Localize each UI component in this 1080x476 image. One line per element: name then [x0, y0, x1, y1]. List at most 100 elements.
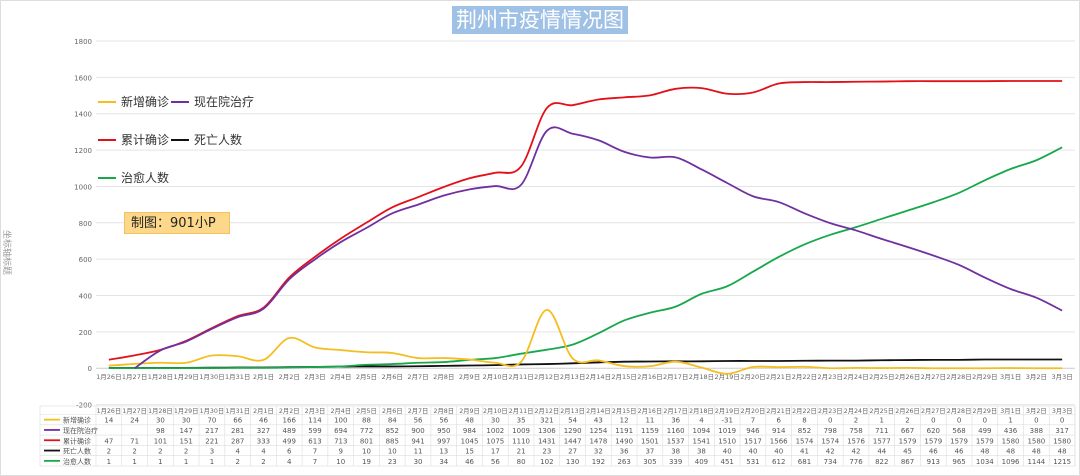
table-cell: 1579	[924, 437, 942, 445]
table-row: 治愈人数 1 1 1 1 1 2 2 4 7 10 19 23 30 34 46 56 80 102 130 192 26…	[44, 457, 1071, 466]
table-cell: 13	[439, 448, 448, 456]
table-cell: 56	[491, 458, 500, 466]
table-cell: 54	[568, 417, 577, 425]
table-header-cell: 2月20日	[741, 407, 766, 415]
x-tick-label: 2月29日	[972, 373, 997, 381]
table-cell: 984	[463, 427, 477, 435]
table-cell: 776	[849, 458, 863, 466]
table-header-cell: 2月9日	[459, 407, 480, 415]
table-cell: 32	[594, 448, 603, 456]
table-cell: 0	[931, 417, 935, 425]
table-cell: 852	[386, 427, 399, 435]
table-cell: 4	[235, 448, 240, 456]
table-cell: 333	[257, 437, 270, 445]
table-header-cell: 1月26日	[97, 407, 122, 415]
table-cell: 98	[156, 427, 165, 435]
table-cell: 801	[360, 437, 373, 445]
table-cell: 48	[1058, 448, 1067, 456]
table-header-cell: 2月15日	[612, 407, 637, 415]
table-cell: 913	[927, 458, 940, 466]
table-cell: 852	[798, 427, 811, 435]
table-cell: 30	[414, 458, 423, 466]
x-tick-label: 2月17日	[663, 373, 688, 381]
x-tick-label: 2月12日	[534, 373, 559, 381]
table-series-name: 死亡人数	[63, 447, 91, 456]
table-row: 死亡人数 2 2 2 2 3 4 4 6 7 9 10 10 11 13 15 17 21 23 27 32 36 37 38…	[44, 447, 1067, 456]
table-series-name: 新增确诊	[63, 416, 91, 425]
x-tick-label: 2月4日	[330, 373, 351, 381]
table-header-cell: 2月26日	[895, 407, 920, 415]
table-cell: 451	[721, 458, 734, 466]
table-cell: 10	[362, 448, 371, 456]
table-cell: 327	[257, 427, 270, 435]
y-tick-label: 0	[88, 365, 92, 373]
table-cell: 40	[748, 448, 757, 456]
table-cell: 4	[699, 417, 704, 425]
table-cell: 758	[849, 427, 862, 435]
table-cell: 0	[957, 417, 961, 425]
table-cell: 1579	[899, 437, 917, 445]
table-cell: 88	[362, 417, 371, 425]
table-cell: 946	[746, 427, 760, 435]
table-cell: 46	[465, 458, 474, 466]
table-header-cell: 2月19日	[715, 407, 740, 415]
table-cell: 114	[308, 417, 322, 425]
table-row: 新增确诊 14 24 30 30 70 66 46 166 114 100 88 84 56 56 48 30 3…	[44, 416, 1064, 425]
table-cell: 1478	[589, 437, 607, 445]
table-cell: 321	[540, 417, 553, 425]
table-cell: 130	[566, 458, 579, 466]
y-tick-label: 1800	[74, 38, 92, 46]
y-tick-label: -200	[76, 402, 92, 410]
table-cell: 1254	[589, 427, 607, 435]
table-cell: 217	[205, 427, 218, 435]
table-cell: 192	[592, 458, 605, 466]
table-cell: 436	[1004, 427, 1018, 435]
table-cell: 867	[901, 458, 914, 466]
table-cell: 287	[231, 437, 244, 445]
table-cell: 1577	[873, 437, 891, 445]
table-header-cell: 2月5日	[356, 407, 377, 415]
table-cell: 499	[283, 437, 296, 445]
table-cell: 1034	[976, 458, 994, 466]
table-cell: 1	[132, 458, 136, 466]
table-cell: 1191	[615, 427, 633, 435]
table-cell: 6	[776, 417, 781, 425]
table-cell: 1566	[770, 437, 788, 445]
table-header-cell: 2月8日	[433, 407, 454, 415]
table-cell: 667	[901, 427, 914, 435]
table-cell: 1160	[667, 427, 685, 435]
table-cell: 2	[261, 458, 265, 466]
table-cell: 7	[313, 448, 317, 456]
table-cell: 1	[210, 458, 214, 466]
table-cell: 1501	[641, 437, 659, 445]
table-header-cell: 2月29日	[973, 407, 998, 415]
table-cell: 7	[313, 458, 317, 466]
y-tick-label: 1400	[74, 111, 92, 119]
table-header-cell: 2月6日	[382, 407, 403, 415]
table-cell: 221	[205, 437, 218, 445]
x-tick-label: 1月30日	[199, 373, 224, 381]
table-cell: 2	[905, 417, 909, 425]
table-cell: 734	[824, 458, 838, 466]
table-series-name: 累计确诊	[63, 436, 91, 445]
legend-label: 现在院治疗	[194, 95, 255, 109]
x-tick-label: 2月10日	[483, 373, 508, 381]
series-line-3	[108, 358, 1063, 369]
table-cell: 37	[645, 448, 654, 456]
table-row: 累计确诊 47 71 101 151 221 287 333 499 613 713 801 885 94…	[44, 436, 1071, 445]
table-header-cell: 1月31日	[225, 407, 250, 415]
table-cell: 56	[439, 417, 448, 425]
table-header-cell: 2月11日	[509, 407, 534, 415]
table-cell: 17	[491, 448, 500, 456]
table-cell: 46	[955, 448, 964, 456]
table-cell: 885	[386, 437, 399, 445]
x-tick-label: 2月23日	[818, 373, 843, 381]
table-cell: 305	[643, 458, 656, 466]
table-cell: 151	[179, 437, 192, 445]
x-tick-label: 2月1日	[253, 373, 274, 381]
x-tick-label: 2月24日	[843, 373, 868, 381]
table-cell: 1075	[486, 437, 504, 445]
y-tick-label: 1600	[74, 74, 92, 82]
table-cell: 30	[491, 417, 500, 425]
table-cell: 281	[231, 427, 244, 435]
